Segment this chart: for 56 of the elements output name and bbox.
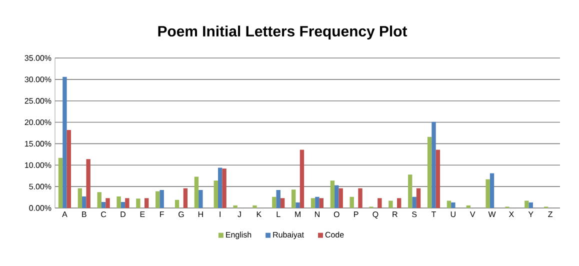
bar [408, 174, 412, 208]
bar [276, 190, 280, 208]
bar [194, 176, 199, 208]
bar [160, 190, 164, 208]
bar [86, 159, 90, 208]
bar [183, 188, 188, 208]
bar [97, 192, 102, 208]
bar [310, 198, 316, 208]
bar [144, 198, 149, 208]
bar [296, 202, 300, 208]
bar [252, 205, 257, 208]
bar [490, 173, 494, 208]
bar [222, 168, 226, 208]
bar [300, 150, 304, 208]
bar [388, 200, 393, 208]
bar [106, 198, 110, 208]
bar [330, 180, 335, 208]
bar [174, 200, 180, 208]
bar [524, 200, 529, 208]
bar [338, 188, 343, 208]
bar [280, 198, 285, 208]
bar [427, 136, 432, 208]
bar [62, 76, 67, 208]
bar [101, 202, 106, 208]
bar [466, 205, 470, 208]
bar [272, 196, 276, 208]
bar [214, 180, 218, 208]
bar [446, 200, 452, 208]
bar [66, 130, 72, 208]
bar [315, 196, 320, 208]
bar [416, 188, 421, 208]
bar [58, 158, 63, 208]
bar [198, 190, 203, 208]
bar [218, 168, 222, 208]
chart-title: Poem Initial Letters Frequency Plot [158, 26, 408, 40]
bar [358, 188, 362, 208]
bar [233, 205, 238, 208]
bar [136, 198, 140, 208]
bar [378, 198, 382, 208]
bar [125, 198, 130, 208]
bar [432, 122, 436, 208]
bar [291, 190, 296, 208]
bar [412, 196, 416, 208]
bar [82, 196, 86, 208]
bar [397, 198, 402, 208]
bar [350, 196, 354, 208]
bar [334, 185, 339, 208]
bar [116, 196, 121, 208]
bar [451, 202, 456, 208]
bar [486, 179, 490, 208]
bar [528, 202, 533, 208]
bar [436, 150, 440, 208]
bar [156, 191, 160, 208]
bar [120, 202, 126, 208]
bar [319, 198, 324, 208]
bar [78, 188, 82, 208]
